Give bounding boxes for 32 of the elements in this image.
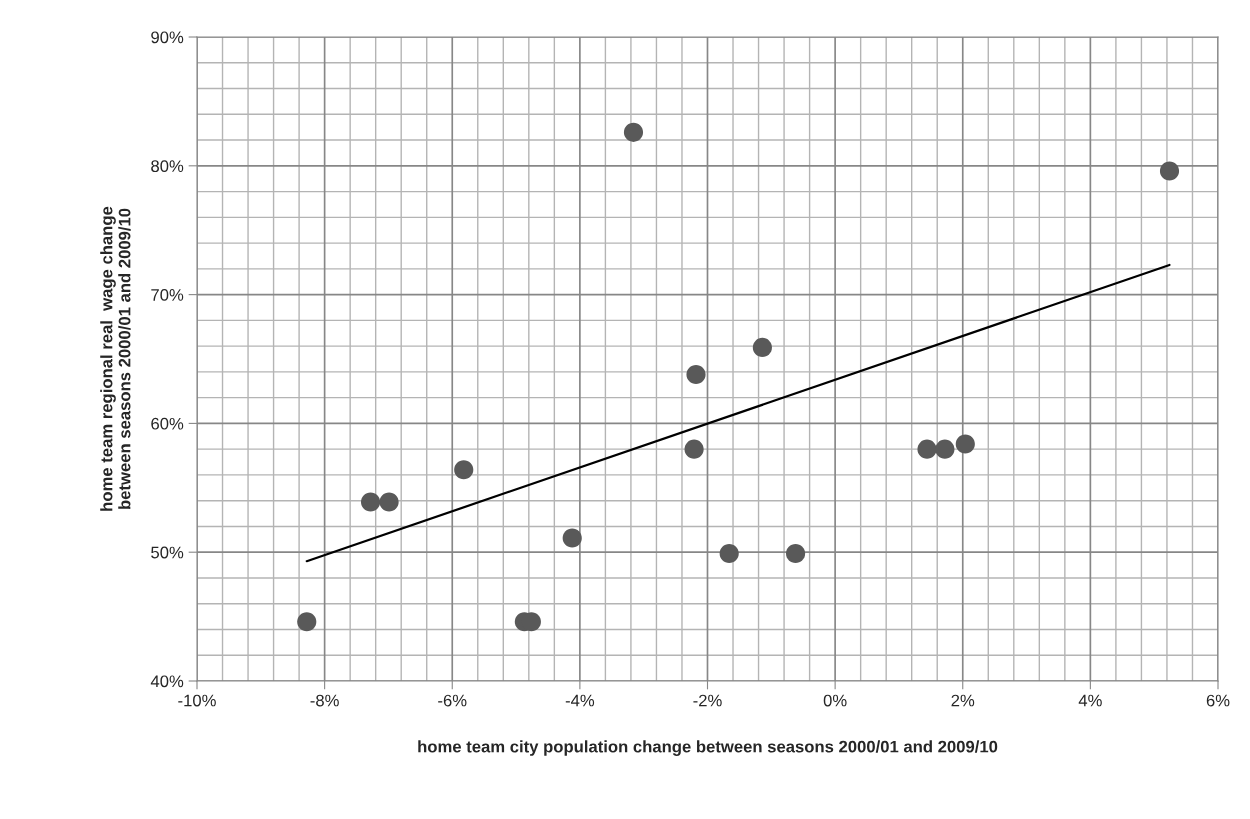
point <box>686 364 706 385</box>
y-tick-label: 60% <box>151 417 184 430</box>
x-axis-title: home team city population change between seasons 2000/01 and 2009/10 <box>418 740 998 756</box>
x-tick-label: 2% <box>951 694 975 707</box>
point <box>917 439 937 459</box>
y-tick-label: 40% <box>150 675 184 688</box>
x-tick-label: -10% <box>178 694 216 707</box>
x-tick-label: 4% <box>1078 694 1102 707</box>
point <box>955 434 975 454</box>
y-tick-label: 70% <box>151 289 184 301</box>
point <box>562 528 582 548</box>
point <box>454 460 474 480</box>
y-axis-title: home team regional real wage change between seasons 2000/01 and 2009/10 <box>100 206 131 511</box>
y-tick-label: 90% <box>151 31 184 44</box>
point <box>684 439 704 459</box>
point <box>361 492 381 512</box>
point <box>785 543 806 564</box>
x-tick-label: -2% <box>693 694 722 707</box>
point <box>935 439 955 459</box>
x-tick-label: 6% <box>1206 694 1230 707</box>
point <box>752 337 772 357</box>
x-tick-label: 0% <box>823 694 847 707</box>
point <box>719 543 739 564</box>
point <box>297 612 317 632</box>
point <box>379 492 399 512</box>
y-tick-label: 80% <box>151 160 184 173</box>
point <box>1159 161 1180 181</box>
x-tick-label: -8% <box>310 694 339 707</box>
x-tick-label: -4% <box>565 694 595 707</box>
x-tick-label: -6% <box>438 694 467 707</box>
point <box>623 122 644 142</box>
y-tick-label: 50% <box>151 546 184 559</box>
